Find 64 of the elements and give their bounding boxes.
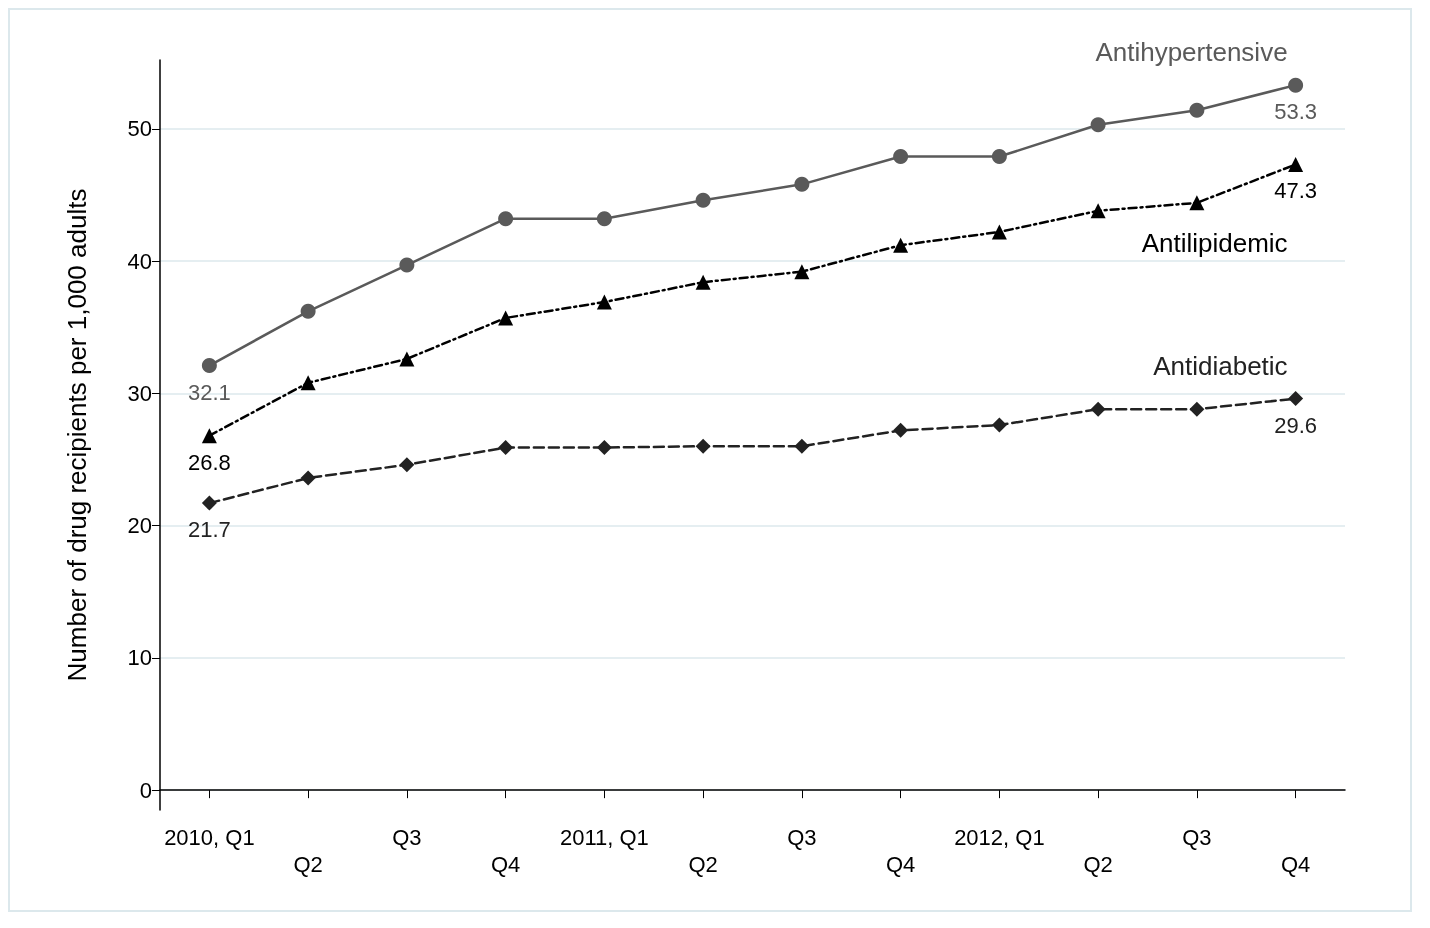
x-tick-label: Q3 bbox=[1182, 825, 1212, 850]
point bbox=[695, 192, 711, 208]
y-tick-label: 30 bbox=[127, 380, 152, 406]
point bbox=[201, 428, 217, 444]
y-tick-label: 0 bbox=[139, 777, 152, 803]
point bbox=[399, 351, 415, 367]
series-label: Antilipidemic bbox=[1141, 228, 1288, 259]
point bbox=[399, 457, 415, 473]
point bbox=[300, 303, 316, 319]
series-label: Antidiabetic bbox=[1153, 350, 1288, 381]
x-tick-label: 2010, Q1 bbox=[164, 825, 255, 850]
point bbox=[1090, 401, 1106, 417]
x-tick-label: Q4 bbox=[1280, 852, 1311, 877]
point bbox=[1090, 203, 1106, 219]
point bbox=[201, 358, 217, 374]
y-axis-title: Number of drug recipients per 1,000 adults bbox=[62, 188, 92, 682]
point bbox=[498, 211, 514, 227]
point bbox=[596, 440, 612, 456]
y-tick-label: 20 bbox=[127, 513, 152, 539]
x-tick-label: Q4 bbox=[490, 852, 521, 877]
point bbox=[399, 257, 415, 273]
point bbox=[300, 375, 316, 391]
point bbox=[1189, 195, 1205, 211]
point bbox=[201, 495, 217, 511]
y-tick-label: 10 bbox=[127, 645, 152, 671]
point bbox=[695, 274, 711, 290]
point bbox=[596, 294, 612, 310]
point bbox=[1090, 117, 1106, 133]
point bbox=[794, 176, 810, 192]
point bbox=[991, 417, 1007, 433]
x-tick-label: 2012, Q1 bbox=[954, 825, 1045, 850]
x-tick-label: 2011, Q1 bbox=[559, 825, 649, 850]
x-tick-label: Q2 bbox=[1083, 852, 1113, 877]
point bbox=[991, 149, 1007, 165]
data-label: 26.8 bbox=[187, 449, 231, 475]
point bbox=[300, 470, 316, 486]
point bbox=[1288, 157, 1304, 172]
point bbox=[596, 211, 612, 227]
data-label: 53.3 bbox=[1274, 99, 1318, 125]
point bbox=[1288, 391, 1304, 407]
y-tick-label: 50 bbox=[127, 116, 152, 142]
x-tick-label: Q2 bbox=[293, 852, 323, 877]
point bbox=[893, 237, 909, 253]
point bbox=[794, 438, 810, 454]
point bbox=[893, 422, 909, 438]
x-tick-label: Q2 bbox=[688, 852, 718, 877]
series-label: Antihypertensive bbox=[1095, 37, 1288, 68]
point bbox=[991, 224, 1007, 240]
y-tick-label: 40 bbox=[127, 248, 152, 274]
x-tick-label: Q4 bbox=[885, 852, 916, 877]
data-label: 21.7 bbox=[187, 517, 231, 543]
x-tick-label: Q3 bbox=[787, 825, 817, 850]
point bbox=[1189, 401, 1205, 417]
point bbox=[695, 438, 711, 454]
point bbox=[893, 149, 909, 165]
data-label: 47.3 bbox=[1274, 178, 1318, 204]
point bbox=[498, 440, 514, 456]
point bbox=[498, 310, 514, 326]
x-tick-label: Q3 bbox=[392, 825, 422, 850]
point bbox=[1288, 77, 1304, 93]
point bbox=[1189, 102, 1205, 118]
point bbox=[794, 264, 810, 280]
data-label: 32.1 bbox=[187, 379, 231, 405]
data-label: 29.6 bbox=[1274, 412, 1318, 438]
